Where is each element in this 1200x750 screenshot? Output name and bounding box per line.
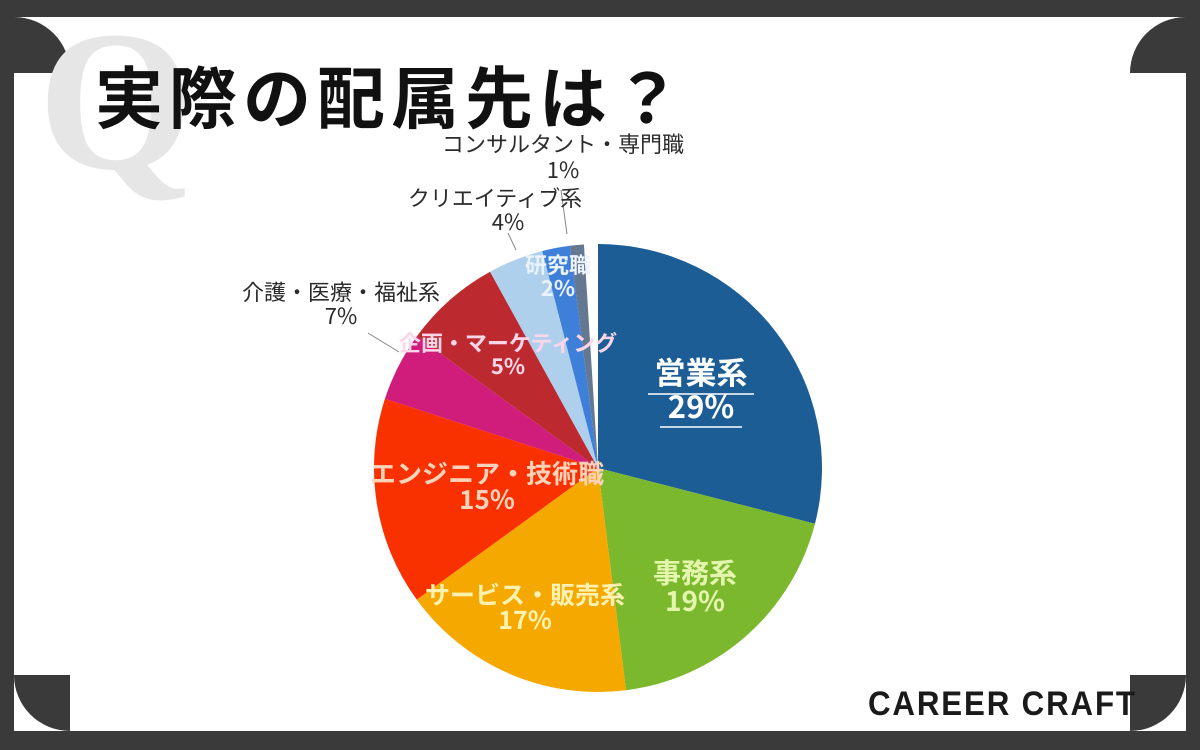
svg-text:15%: 15% — [459, 480, 515, 517]
svg-text:7%: 7% — [325, 299, 357, 331]
svg-text:29%: 29% — [668, 382, 734, 427]
svg-text:19%: 19% — [665, 580, 725, 620]
svg-text:2%: 2% — [541, 271, 575, 303]
svg-text:4%: 4% — [492, 205, 524, 237]
svg-text:5%: 5% — [491, 349, 525, 381]
svg-text:17%: 17% — [498, 601, 552, 637]
